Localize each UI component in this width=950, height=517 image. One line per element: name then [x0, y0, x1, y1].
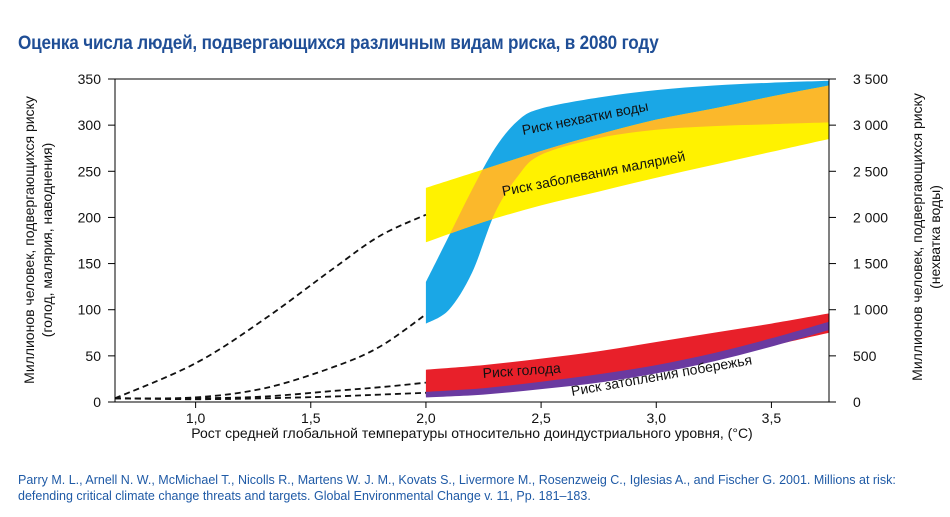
plot-frame — [114, 78, 830, 403]
dashed-line-3 — [114, 381, 426, 400]
y-axis-label-left-2: (голод, малярия, наводнения) — [39, 143, 55, 338]
y-tick-label-right: 2 500 — [853, 163, 888, 179]
y-tick-label-left: 300 — [78, 117, 102, 133]
x-tick-label: 1,0 — [186, 410, 206, 426]
y-tick-label-right: 3 500 — [853, 71, 888, 87]
x-tick-label: 2,0 — [416, 410, 436, 426]
y-tick-label-left: 250 — [78, 163, 102, 179]
y-tick-label-right: 0 — [853, 394, 861, 410]
y-axis-label-right-2: (нехватка воды) — [927, 185, 943, 289]
bands-group — [425, 80, 829, 398]
y-tick-label-right: 1 500 — [853, 256, 888, 272]
y-tick-label-left: 150 — [78, 256, 102, 272]
source-citation: Parry M. L., Arnell N. W., McMichael T.,… — [18, 473, 896, 503]
x-tick-label: 1,5 — [301, 410, 321, 426]
y-tick-label-right: 500 — [853, 348, 877, 364]
dashed-lines-group — [114, 213, 427, 401]
dashed-line-4 — [114, 391, 426, 401]
ticks-group: 0 0 50 500 100 1 000 150 1 500 200 2 000 250 2 500 3… — [78, 71, 889, 426]
y-axis-label-right-1: Миллионов человек, подвергающихся риску — [909, 93, 925, 381]
y-tick-label-left: 200 — [78, 209, 102, 225]
y-tick-label-left: 350 — [78, 71, 102, 87]
x-tick-label: 3,5 — [762, 410, 782, 426]
y-tick-label-right: 1 000 — [853, 302, 888, 318]
x-axis-label: Рост средней глобальной температуры отно… — [191, 425, 752, 441]
band-water — [425, 80, 829, 324]
y-tick-label-left: 50 — [85, 348, 101, 364]
x-tick-label: 2,5 — [531, 410, 551, 426]
chart-title: Оценка числа людей, подвергающихся разли… — [18, 33, 659, 54]
band-coastal — [425, 321, 829, 398]
band-label-hunger: Риск голода — [482, 360, 561, 381]
y-tick-label-left: 0 — [93, 394, 101, 410]
x-tick-label: 3,0 — [647, 410, 667, 426]
y-tick-label-left: 100 — [78, 302, 102, 318]
y-tick-label-right: 3 000 — [853, 117, 888, 133]
dashed-line-1 — [114, 213, 427, 400]
y-axis-label-left-1: Миллионов человек, подвергающихся риску — [21, 96, 37, 384]
y-tick-label-right: 2 000 — [853, 209, 888, 225]
dashed-line-2 — [114, 313, 427, 400]
band-hunger — [425, 313, 829, 396]
